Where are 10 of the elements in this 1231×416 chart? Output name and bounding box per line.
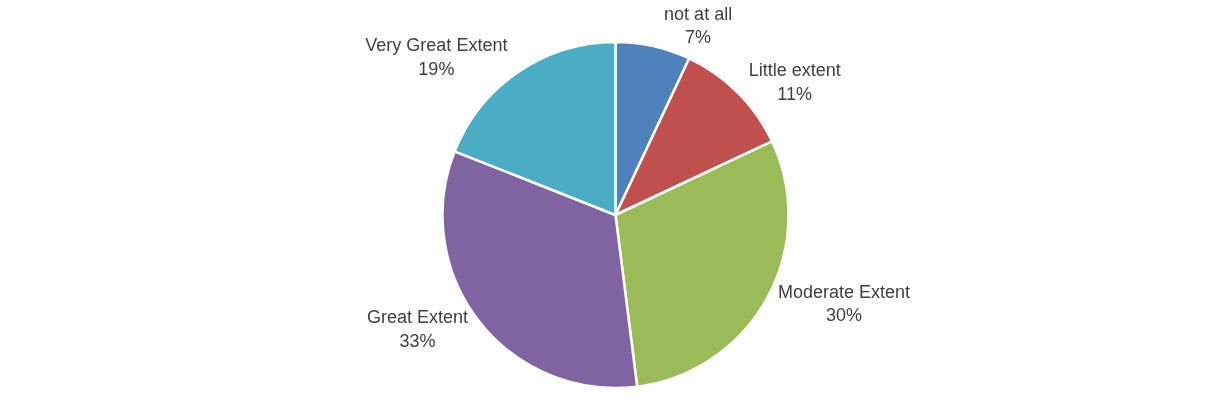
slice-label: not at all — [664, 3, 733, 24]
data-label: 30% — [825, 305, 863, 326]
data-label: 7% — [685, 27, 712, 48]
data-label: 11% — [777, 83, 813, 104]
slice-label: Moderate Extent — [777, 281, 911, 302]
slice-label: Great Extent — [366, 307, 468, 328]
data-label: 19% — [418, 58, 455, 79]
data-label: 33% — [399, 330, 436, 351]
slice-label: Little extent — [748, 60, 841, 81]
slice-label: Very Great Extent — [365, 35, 508, 56]
